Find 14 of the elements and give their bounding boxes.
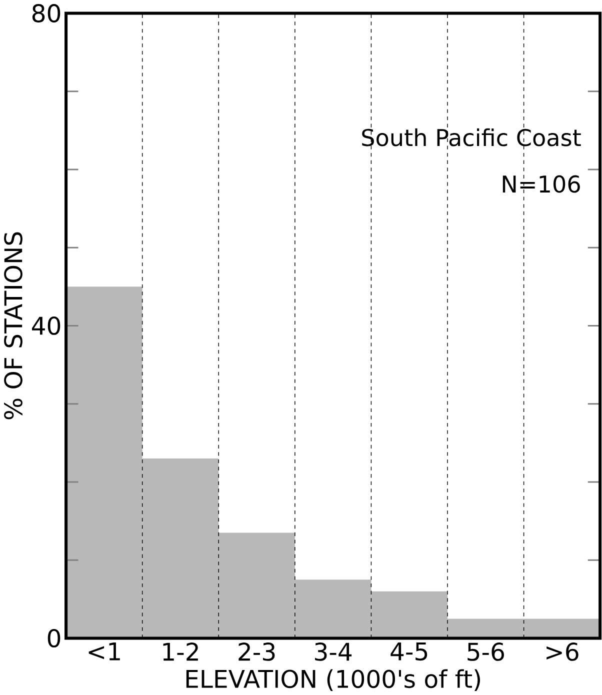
x-tick-label: 1-2 [163, 642, 198, 661]
x-tick-label: 3-4 [315, 642, 352, 661]
x-tick-label: 2-3 [238, 642, 275, 661]
x-axis-title: ELEVATION (1000's of ft) [186, 669, 480, 691]
annotation: N=106 [503, 175, 580, 193]
y-tick-label: 40 [32, 316, 60, 335]
y-axis-title: % OF STATIONS [4, 232, 23, 420]
annotation: South Pacific Coast [362, 128, 582, 146]
x-tick-label: 5-6 [468, 642, 504, 661]
x-tick-label: >6 [546, 642, 579, 661]
y-tick-label: 80 [32, 4, 60, 22]
x-tick-label: 4-5 [390, 642, 428, 661]
y-tick-label: 0 [48, 629, 60, 648]
x-tick-label: <1 [89, 642, 120, 660]
